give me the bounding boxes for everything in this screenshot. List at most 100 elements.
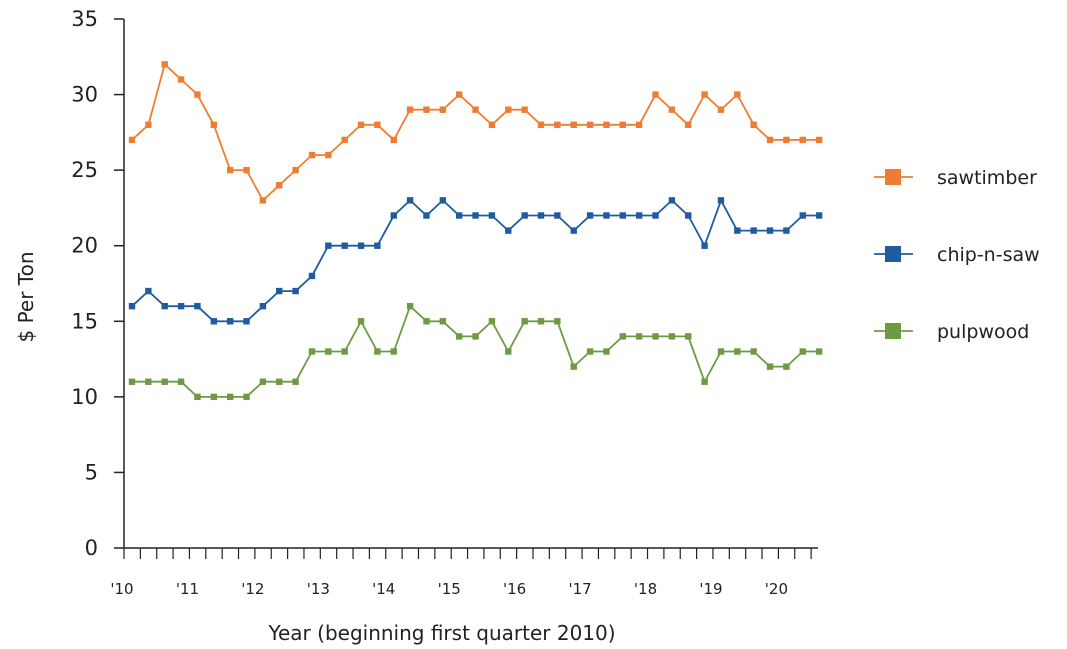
data-point xyxy=(472,106,479,113)
data-point xyxy=(243,318,250,325)
data-point xyxy=(603,121,610,128)
data-point xyxy=(799,348,806,355)
data-point xyxy=(505,227,512,234)
x-tick-label: '16 xyxy=(503,580,526,598)
data-point xyxy=(308,272,316,280)
data-point xyxy=(635,333,643,340)
data-point xyxy=(701,242,708,249)
data-point xyxy=(783,227,790,234)
y-tick-label: 25 xyxy=(71,158,98,182)
y-axis-title: $ Per Ton xyxy=(14,251,38,342)
series-line-sawtimber xyxy=(131,62,820,202)
data-point xyxy=(390,348,397,355)
data-point xyxy=(766,136,774,144)
data-point xyxy=(210,121,217,128)
data-point xyxy=(668,106,676,113)
series-pulpwood xyxy=(128,302,823,401)
data-point xyxy=(161,61,168,68)
data-point xyxy=(766,227,774,234)
data-point xyxy=(374,242,381,249)
data-point xyxy=(357,242,365,249)
x-tick-label: '18 xyxy=(634,580,657,598)
data-point xyxy=(161,378,168,385)
data-point xyxy=(570,227,577,234)
data-point xyxy=(619,121,626,128)
data-point xyxy=(161,302,168,310)
data-point xyxy=(341,242,348,249)
data-point xyxy=(619,212,626,219)
legend-item-chip-n-saw: chip-n-saw xyxy=(874,244,1040,266)
data-point xyxy=(619,333,626,340)
data-point xyxy=(815,136,823,144)
series-layer xyxy=(128,61,823,401)
data-point xyxy=(717,197,725,204)
y-tick-label: 20 xyxy=(71,234,98,258)
x-tick-label: '13 xyxy=(307,580,330,598)
data-point xyxy=(635,212,643,219)
data-point xyxy=(325,242,332,249)
data-point xyxy=(357,318,365,325)
data-point xyxy=(456,333,463,340)
data-point xyxy=(145,287,152,295)
data-point xyxy=(406,302,414,310)
data-point xyxy=(521,106,528,113)
data-point xyxy=(554,318,561,325)
data-point xyxy=(423,106,430,113)
data-point xyxy=(799,136,806,144)
data-point xyxy=(456,91,463,98)
data-point xyxy=(734,91,741,98)
data-point xyxy=(226,393,234,401)
data-point xyxy=(177,378,185,385)
data-point xyxy=(537,318,545,325)
data-point xyxy=(505,348,512,355)
series-line-pulpwood xyxy=(132,304,820,398)
data-point xyxy=(128,136,136,144)
data-point xyxy=(717,106,725,113)
data-point xyxy=(603,348,610,355)
data-point xyxy=(243,393,250,401)
legend-item-pulpwood: pulpwood xyxy=(874,321,1029,343)
legend-swatch xyxy=(885,169,901,185)
data-point xyxy=(570,363,577,370)
data-point xyxy=(390,212,397,219)
data-point xyxy=(226,318,234,325)
data-point xyxy=(194,91,201,98)
legend-label: chip-n-saw xyxy=(937,244,1040,266)
data-point xyxy=(357,121,365,128)
y-tick-label: 5 xyxy=(85,460,98,484)
data-point xyxy=(766,363,774,370)
y-tick-label: 35 xyxy=(71,7,98,31)
legend-label: pulpwood xyxy=(937,321,1029,343)
data-point xyxy=(783,363,790,370)
data-point xyxy=(799,212,806,219)
data-point xyxy=(292,287,299,295)
data-point xyxy=(815,212,823,219)
data-point xyxy=(815,348,823,355)
data-point xyxy=(226,166,234,174)
data-point xyxy=(554,121,561,128)
x-tick-label: '20 xyxy=(765,580,788,598)
x-tick-label: '12 xyxy=(241,580,264,598)
series-chip-n-saw xyxy=(128,197,823,325)
data-point xyxy=(472,212,479,219)
data-point xyxy=(128,302,136,310)
y-tick-label: 15 xyxy=(71,309,98,333)
data-point xyxy=(210,318,217,325)
data-point xyxy=(177,302,185,310)
data-point xyxy=(308,151,316,159)
x-tick-label: '10 xyxy=(110,580,133,598)
data-point xyxy=(439,197,447,204)
data-point xyxy=(750,227,757,234)
y-axis-ticks: 0 5 10 15 20 25 30 35 xyxy=(71,7,124,560)
data-point xyxy=(406,106,414,113)
data-point xyxy=(439,106,447,113)
data-point xyxy=(259,378,267,385)
data-point xyxy=(652,212,659,219)
data-point xyxy=(652,91,659,98)
data-point xyxy=(374,121,381,128)
legend-swatch xyxy=(885,323,901,339)
data-point xyxy=(685,333,692,340)
x-tick-label: '15 xyxy=(438,580,461,598)
data-point xyxy=(685,121,692,128)
legend: sawtimber chip-n-saw pulpwood xyxy=(874,167,1040,343)
